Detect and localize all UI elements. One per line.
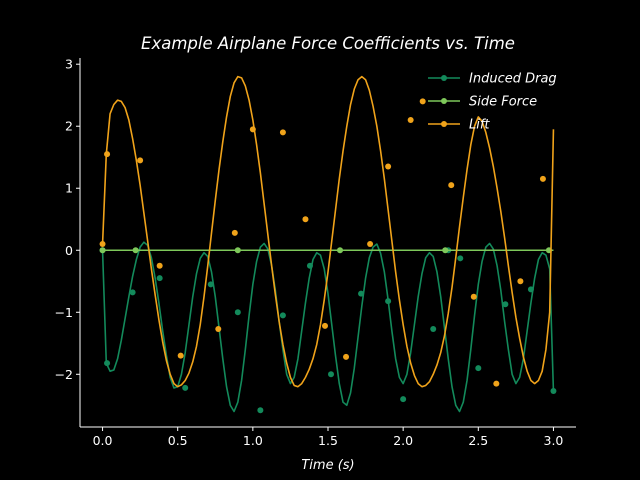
data-point-lift xyxy=(249,126,256,133)
data-point-induced-drag xyxy=(457,255,464,262)
y-tick-label: 0 xyxy=(65,243,73,258)
legend-item-induced-drag: Induced Drag xyxy=(428,72,557,87)
data-point-lift xyxy=(279,129,286,136)
data-point-lift xyxy=(448,182,455,189)
data-point-lift xyxy=(517,278,524,285)
data-point-lift xyxy=(343,353,350,360)
y-tick-label: 1 xyxy=(65,181,73,196)
series-lift xyxy=(99,75,555,388)
data-point-induced-drag xyxy=(430,326,437,333)
data-point-lift xyxy=(215,326,222,333)
data-point-side-force xyxy=(234,247,241,254)
data-point-lift xyxy=(321,322,328,329)
data-point-side-force xyxy=(132,247,139,254)
data-point-induced-drag xyxy=(279,312,286,319)
data-point-induced-drag xyxy=(306,262,313,269)
data-point-lift xyxy=(231,229,238,236)
data-point-side-force xyxy=(99,247,106,254)
legend-label: Lift xyxy=(469,118,490,133)
data-point-lift xyxy=(137,157,144,164)
data-point-induced-drag xyxy=(104,360,111,367)
data-point-lift xyxy=(419,98,426,105)
y-tick-label: −1 xyxy=(55,305,73,320)
x-tick-label: 0.5 xyxy=(168,433,188,448)
data-point-lift xyxy=(539,175,546,182)
data-point-induced-drag xyxy=(156,275,163,282)
legend-label: Induced Drag xyxy=(469,72,557,87)
data-point-induced-drag xyxy=(550,388,557,395)
data-point-induced-drag xyxy=(182,384,189,391)
data-point-lift xyxy=(493,380,500,387)
data-point-induced-drag xyxy=(475,365,482,372)
series-line-lift xyxy=(101,75,555,388)
data-point-side-force xyxy=(337,247,344,254)
data-point-induced-drag xyxy=(328,371,335,378)
data-point-lift xyxy=(156,262,163,269)
data-point-induced-drag xyxy=(129,289,136,296)
x-tick-label: 1.0 xyxy=(243,433,263,448)
legend-marker xyxy=(441,121,447,127)
legend-item-side-force: Side Force xyxy=(428,95,537,110)
x-tick-label: 3.0 xyxy=(544,433,564,448)
y-axis-ticks: −2 −1 0 1 2 3 xyxy=(55,57,80,382)
data-point-induced-drag xyxy=(257,407,264,414)
data-point-lift xyxy=(407,117,414,124)
data-point-side-force xyxy=(442,247,449,254)
data-point-lift xyxy=(104,151,111,158)
legend-label: Side Force xyxy=(469,95,537,110)
x-tick-label: 0.0 xyxy=(93,433,113,448)
data-point-lift xyxy=(302,216,309,223)
y-tick-label: 2 xyxy=(65,119,73,134)
x-axis-ticks: 0.0 0.5 1.0 1.5 2.0 2.5 3.0 xyxy=(93,427,564,448)
data-point-induced-drag xyxy=(234,309,241,316)
data-point-induced-drag xyxy=(385,298,392,305)
data-point-lift xyxy=(99,241,106,248)
x-tick-label: 1.5 xyxy=(318,433,338,448)
legend: Induced Drag Side Force Lift xyxy=(428,72,557,133)
data-point-induced-drag xyxy=(207,281,214,288)
chart-title: Example Airplane Force Coefficients vs. … xyxy=(141,34,515,53)
x-tick-label: 2.0 xyxy=(393,433,413,448)
legend-marker xyxy=(441,98,447,104)
data-point-lift xyxy=(470,293,477,300)
x-axis-label: Time (s) xyxy=(301,458,354,473)
data-point-induced-drag xyxy=(400,396,407,403)
data-point-induced-drag xyxy=(358,290,365,297)
legend-item-lift: Lift xyxy=(428,118,490,133)
y-tick-label: −2 xyxy=(55,367,73,382)
data-point-induced-drag xyxy=(502,301,509,308)
data-point-lift xyxy=(177,352,184,359)
legend-marker xyxy=(441,75,447,81)
plot-area xyxy=(99,75,557,414)
data-point-lift xyxy=(367,241,374,248)
x-tick-label: 2.5 xyxy=(468,433,488,448)
y-tick-label: 3 xyxy=(65,57,73,72)
data-point-induced-drag xyxy=(527,286,534,293)
data-point-lift xyxy=(385,163,392,170)
